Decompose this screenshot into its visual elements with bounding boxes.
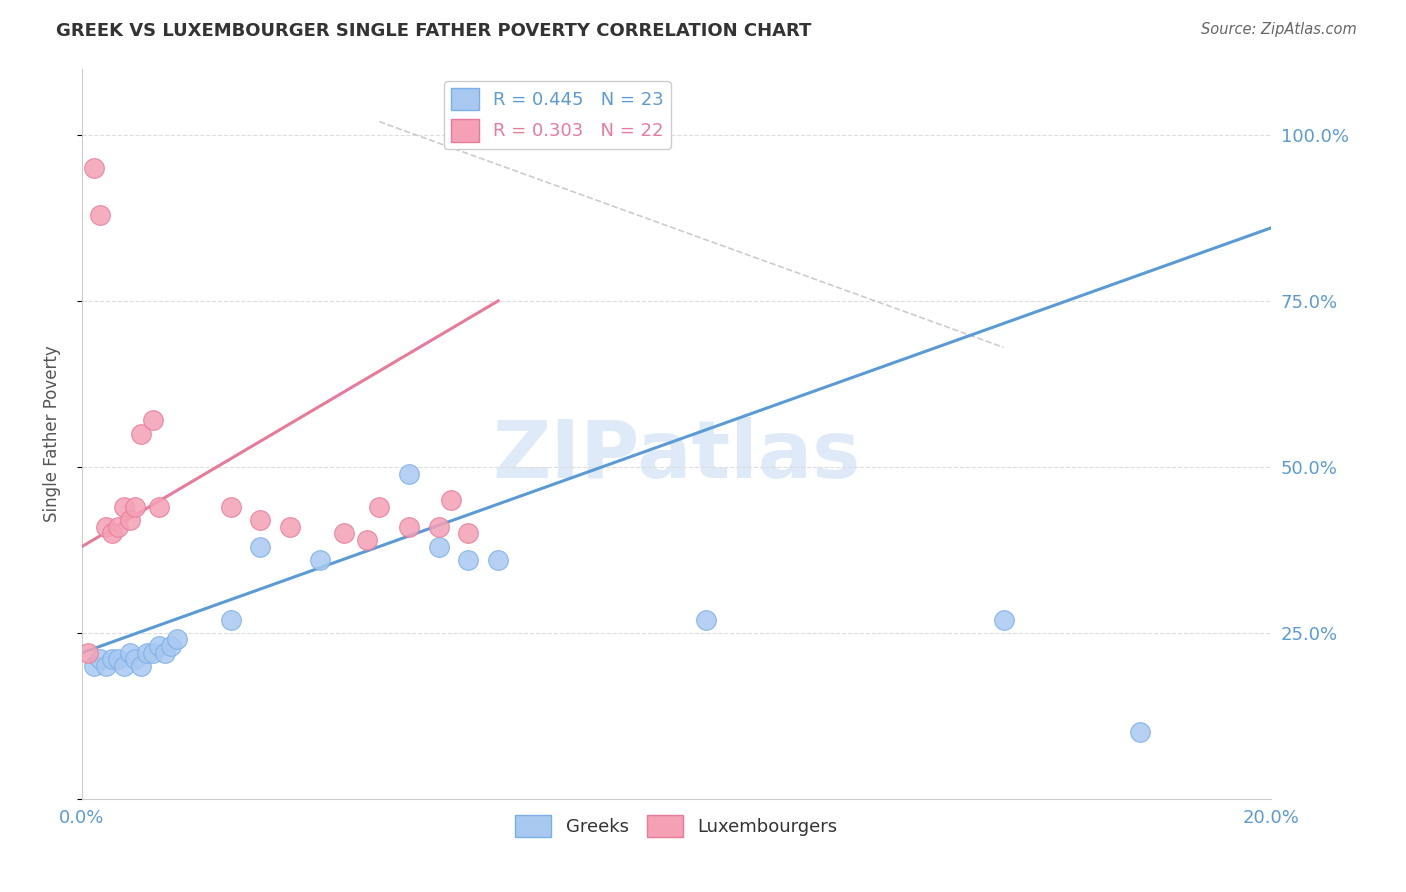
Point: [439, 493, 461, 508]
Point: [124, 500, 146, 514]
Point: [153, 646, 176, 660]
Point: [398, 519, 420, 533]
Point: [107, 519, 129, 533]
Point: [124, 652, 146, 666]
Point: [368, 500, 391, 514]
Point: [118, 513, 141, 527]
Point: [100, 652, 122, 666]
Point: [89, 652, 111, 666]
Point: [94, 519, 117, 533]
Point: [398, 467, 420, 481]
Point: [112, 659, 135, 673]
Point: [112, 500, 135, 514]
Point: [94, 659, 117, 673]
Point: [278, 519, 301, 533]
Point: [249, 540, 271, 554]
Point: [77, 646, 100, 660]
Point: [308, 553, 330, 567]
Point: [427, 519, 450, 533]
Text: GREEK VS LUXEMBOURGER SINGLE FATHER POVERTY CORRELATION CHART: GREEK VS LUXEMBOURGER SINGLE FATHER POVE…: [56, 22, 811, 40]
Point: [249, 513, 271, 527]
Point: [136, 646, 159, 660]
Point: [83, 161, 105, 175]
Point: [107, 652, 129, 666]
Point: [457, 553, 479, 567]
Point: [100, 526, 122, 541]
Point: [1129, 725, 1152, 739]
Point: [83, 659, 105, 673]
Point: [219, 500, 242, 514]
Text: Source: ZipAtlas.com: Source: ZipAtlas.com: [1201, 22, 1357, 37]
Point: [148, 639, 170, 653]
Y-axis label: Single Father Poverty: Single Father Poverty: [44, 345, 60, 522]
Point: [148, 500, 170, 514]
Point: [160, 639, 183, 653]
Point: [131, 659, 153, 673]
Point: [166, 632, 188, 647]
Point: [356, 533, 378, 547]
Point: [695, 613, 717, 627]
Point: [89, 208, 111, 222]
Point: [219, 613, 242, 627]
Point: [332, 526, 354, 541]
Point: [993, 613, 1015, 627]
Point: [118, 646, 141, 660]
Point: [142, 646, 165, 660]
Point: [486, 553, 509, 567]
Legend: Greeks, Luxembourgers: Greeks, Luxembourgers: [508, 808, 845, 845]
Point: [142, 413, 165, 427]
Point: [427, 540, 450, 554]
Point: [131, 426, 153, 441]
Point: [457, 526, 479, 541]
Text: ZIPatlas: ZIPatlas: [492, 417, 860, 494]
